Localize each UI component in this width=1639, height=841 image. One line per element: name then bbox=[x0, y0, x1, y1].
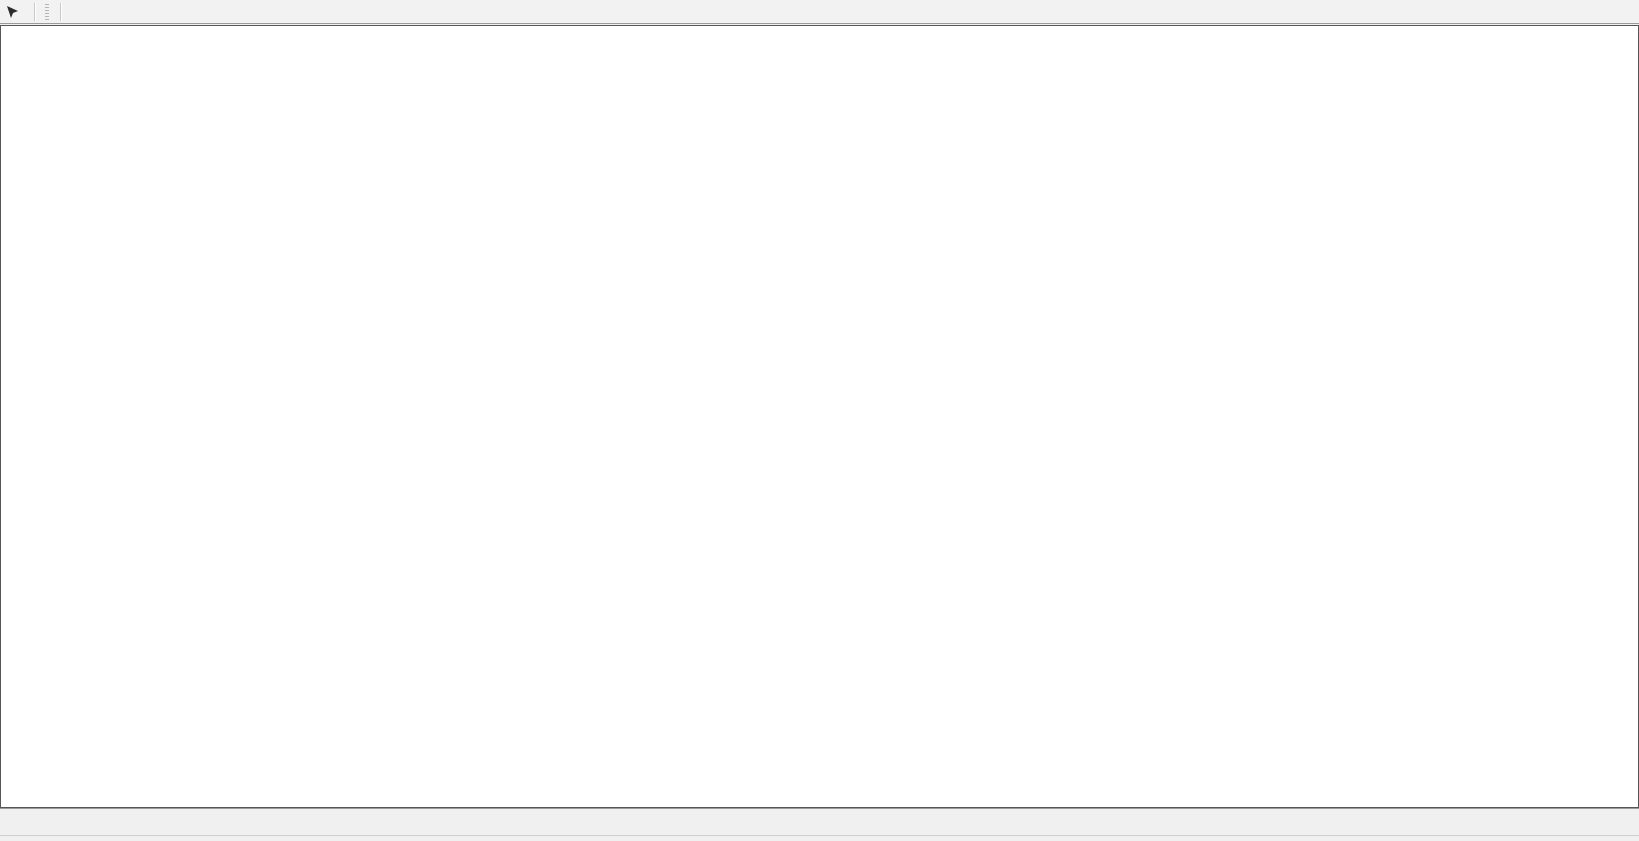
top-toolbar bbox=[0, 0, 1639, 24]
price-chart-svg[interactable] bbox=[1, 26, 1638, 807]
status-strip bbox=[0, 835, 1639, 841]
toolbar-separator bbox=[34, 2, 36, 21]
toolbar-separator-2 bbox=[60, 2, 62, 21]
chart-tabs-bar bbox=[0, 808, 1639, 835]
toolbar-grip-handle[interactable] bbox=[45, 3, 49, 20]
cursor-tool-icon[interactable] bbox=[2, 3, 22, 21]
chart-window bbox=[0, 25, 1639, 808]
